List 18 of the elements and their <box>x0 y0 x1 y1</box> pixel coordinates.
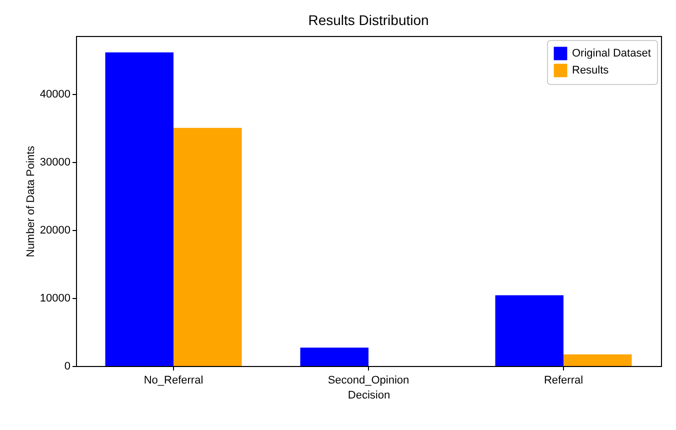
bar <box>105 52 174 366</box>
chart-title: Results Distribution <box>308 12 429 28</box>
y-tick-label: 0 <box>64 360 70 372</box>
y-tick-label: 30000 <box>40 156 70 168</box>
y-tick-label: 40000 <box>40 88 70 100</box>
bar <box>174 128 242 366</box>
y-tick-label: 20000 <box>40 224 70 236</box>
legend-label: Original Dataset <box>572 48 651 60</box>
legend-label: Results <box>572 64 610 76</box>
x-axis-title: Decision <box>348 390 390 402</box>
bar <box>300 348 368 366</box>
x-tick-label: Second_Opinion <box>328 374 410 386</box>
y-axis-title: Number of Data Points <box>24 145 37 258</box>
bar <box>564 354 632 366</box>
x-tick-label: No_Referral <box>144 374 204 386</box>
bar <box>495 295 564 366</box>
y-tick-label: 10000 <box>40 292 70 304</box>
x-tick-label: Referral <box>544 374 584 386</box>
